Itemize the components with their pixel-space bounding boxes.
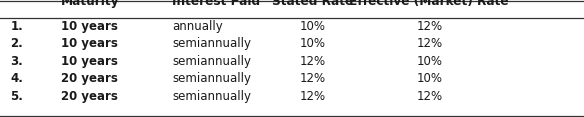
Text: 10 years: 10 years — [61, 37, 118, 50]
Text: 20 years: 20 years — [61, 72, 118, 85]
Text: 12%: 12% — [300, 90, 325, 103]
Text: 12%: 12% — [300, 55, 325, 68]
Text: 10 years: 10 years — [61, 20, 118, 33]
Text: 12%: 12% — [416, 37, 442, 50]
Text: 12%: 12% — [416, 90, 442, 103]
Text: 10%: 10% — [416, 55, 442, 68]
Text: 5.: 5. — [11, 90, 23, 103]
Text: 10%: 10% — [416, 72, 442, 85]
Text: Interest Paid: Interest Paid — [172, 0, 260, 8]
Text: 10 years: 10 years — [61, 55, 118, 68]
Text: 4.: 4. — [11, 72, 23, 85]
Text: semiannually: semiannually — [172, 90, 251, 103]
Text: 20 years: 20 years — [61, 90, 118, 103]
Text: 1.: 1. — [11, 20, 23, 33]
Text: 12%: 12% — [300, 72, 325, 85]
Text: 2.: 2. — [11, 37, 23, 50]
Text: semiannually: semiannually — [172, 72, 251, 85]
Text: Effective (Market) Rate: Effective (Market) Rate — [349, 0, 509, 8]
Text: semiannually: semiannually — [172, 37, 251, 50]
Text: 3.: 3. — [11, 55, 23, 68]
Text: 12%: 12% — [416, 20, 442, 33]
Text: semiannually: semiannually — [172, 55, 251, 68]
Text: annually: annually — [172, 20, 223, 33]
Text: 10%: 10% — [300, 37, 325, 50]
Text: Stated Rate: Stated Rate — [272, 0, 353, 8]
Text: 10%: 10% — [300, 20, 325, 33]
Text: Maturity: Maturity — [61, 0, 120, 8]
